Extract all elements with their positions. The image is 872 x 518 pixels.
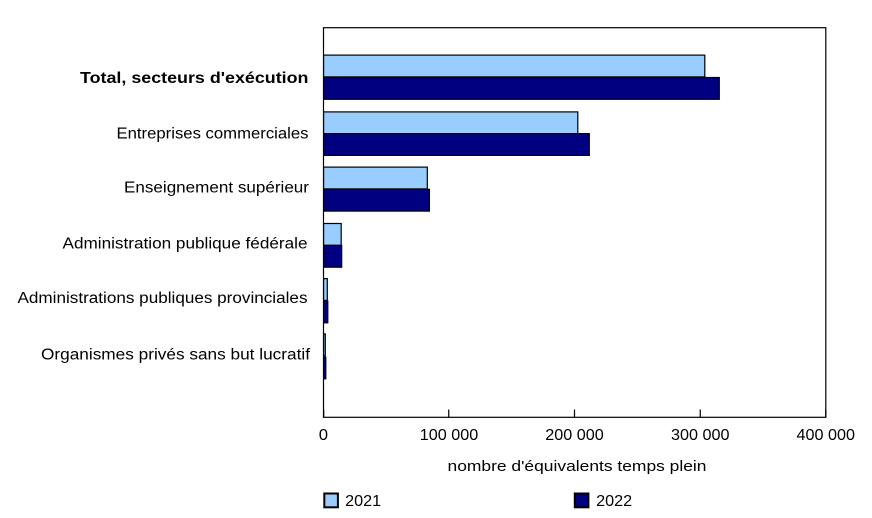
svg-text:2022: 2022 xyxy=(596,493,632,510)
svg-text:300 000: 300 000 xyxy=(671,427,730,444)
svg-text:Total, secteurs d'exécution: Total, secteurs d'exécution xyxy=(80,70,309,87)
svg-text:100 000: 100 000 xyxy=(420,427,479,444)
svg-text:2021: 2021 xyxy=(345,493,381,510)
svg-text:Administrations publiques prov: Administrations publiques provinciales xyxy=(18,290,308,307)
svg-text:Organismes privés sans but luc: Organismes privés sans but lucratif xyxy=(41,347,311,364)
svg-text:0: 0 xyxy=(319,427,328,444)
svg-text:Administration publique fédéra: Administration publique fédérale xyxy=(63,236,308,253)
svg-text:Entreprises commerciales: Entreprises commerciales xyxy=(117,126,309,143)
svg-text:Enseignement supérieur: Enseignement supérieur xyxy=(124,180,309,197)
svg-text:400 000: 400 000 xyxy=(797,427,856,444)
svg-text:200 000: 200 000 xyxy=(545,427,604,444)
svg-text:nombre d'équivalents temps ple: nombre d'équivalents temps plein xyxy=(448,458,707,475)
